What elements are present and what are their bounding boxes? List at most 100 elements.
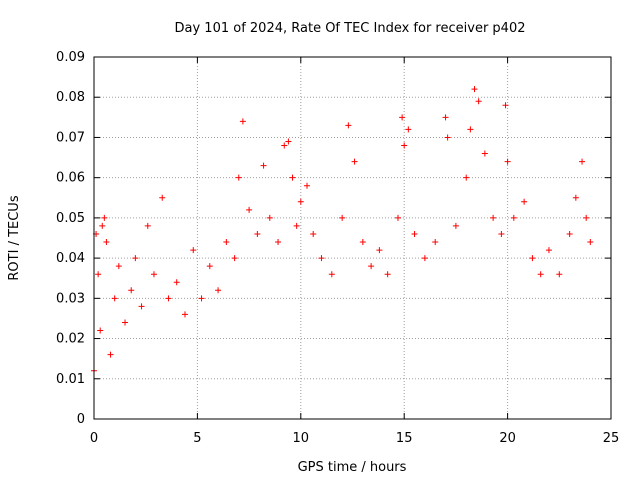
- y-tick-label: 0.08: [56, 90, 85, 105]
- data-point: [394, 214, 401, 221]
- data-point: [95, 271, 102, 278]
- data-point: [239, 118, 246, 125]
- data-point: [99, 222, 106, 229]
- y-tick-label: 0.06: [56, 171, 85, 186]
- data-point: [545, 247, 552, 254]
- x-tick-label: 0: [90, 431, 98, 446]
- data-point: [310, 230, 317, 237]
- data-point: [401, 142, 408, 149]
- data-point: [101, 214, 108, 221]
- data-point: [235, 174, 242, 181]
- data-point: [481, 150, 488, 157]
- data-point: [289, 174, 296, 181]
- plot-frame: [93, 56, 612, 420]
- x-tick-label: 25: [603, 431, 620, 446]
- data-point: [275, 239, 282, 246]
- grid-lines: [94, 57, 611, 419]
- data-point: [122, 319, 129, 326]
- y-tick-label: 0.09: [56, 50, 85, 65]
- data-point: [405, 126, 412, 133]
- x-tick-label: 20: [499, 431, 516, 446]
- data-point: [246, 206, 253, 213]
- data-point: [103, 239, 110, 246]
- data-point: [215, 287, 222, 294]
- y-tick-label: 0.04: [56, 251, 85, 266]
- data-point: [173, 279, 180, 286]
- data-point: [285, 138, 292, 145]
- data-point: [181, 311, 188, 318]
- data-point: [444, 134, 451, 141]
- y-tick-label: 0.05: [56, 211, 85, 226]
- y-tick-label: 0.02: [56, 332, 85, 347]
- data-point: [231, 255, 238, 262]
- axis-ticks: 0 0.01 0.02 0.03 0.04 0.05 0.06 0.07 0.08 0.09 0 5 1…: [56, 50, 619, 446]
- data-point: [260, 162, 267, 169]
- data-point: [572, 194, 579, 201]
- data-point: [537, 271, 544, 278]
- data-point: [128, 287, 135, 294]
- data-point: [359, 239, 366, 246]
- data-point: [266, 214, 273, 221]
- y-tick-label: 0.03: [56, 291, 85, 306]
- chart-title: Day 101 of 2024, Rate Of TEC Index for r…: [175, 21, 526, 36]
- data-point: [107, 351, 114, 358]
- data-point: [206, 263, 213, 270]
- data-point: [583, 214, 590, 221]
- data-point: [587, 239, 594, 246]
- data-point: [411, 230, 418, 237]
- data-point: [510, 214, 517, 221]
- data-point: [502, 102, 509, 109]
- data-point: [529, 255, 536, 262]
- data-point: [442, 114, 449, 121]
- y-tick-label: 0.07: [56, 130, 85, 145]
- x-tick-label: 5: [193, 431, 201, 446]
- data-point: [150, 271, 157, 278]
- data-point: [399, 114, 406, 121]
- data-point: [345, 122, 352, 129]
- data-point: [97, 327, 104, 334]
- data-point: [159, 194, 166, 201]
- data-point: [293, 222, 300, 229]
- data-point: [490, 214, 497, 221]
- data-point: [475, 98, 482, 105]
- data-point: [351, 158, 358, 165]
- data-point: [198, 295, 205, 302]
- data-point: [556, 271, 563, 278]
- data-point: [376, 247, 383, 254]
- data-point: [115, 263, 122, 270]
- data-point: [452, 222, 459, 229]
- data-point: [368, 263, 375, 270]
- data-point: [467, 126, 474, 133]
- data-point: [281, 142, 288, 149]
- y-tick-label: 0: [77, 412, 85, 427]
- data-point: [138, 303, 145, 310]
- data-point: [165, 295, 172, 302]
- data-point: [190, 247, 197, 254]
- data-point: [328, 271, 335, 278]
- x-tick-label: 10: [293, 431, 310, 446]
- data-point: [566, 230, 573, 237]
- data-point: [339, 214, 346, 221]
- y-tick-label: 0.01: [56, 372, 85, 387]
- data-points: [91, 86, 594, 374]
- data-point: [421, 255, 428, 262]
- data-point: [304, 182, 311, 189]
- data-point: [579, 158, 586, 165]
- y-axis-label: ROTI / TECUs: [7, 195, 22, 280]
- x-axis-label: GPS time / hours: [298, 460, 407, 475]
- data-point: [471, 86, 478, 93]
- x-tick-label: 15: [396, 431, 413, 446]
- data-point: [463, 174, 470, 181]
- data-point: [504, 158, 511, 165]
- data-point: [521, 198, 528, 205]
- data-point: [144, 222, 151, 229]
- data-point: [223, 239, 230, 246]
- data-point: [432, 239, 439, 246]
- data-point: [384, 271, 391, 278]
- data-point: [318, 255, 325, 262]
- data-point: [132, 255, 139, 262]
- data-point: [111, 295, 118, 302]
- data-point: [254, 230, 261, 237]
- data-point: [297, 198, 304, 205]
